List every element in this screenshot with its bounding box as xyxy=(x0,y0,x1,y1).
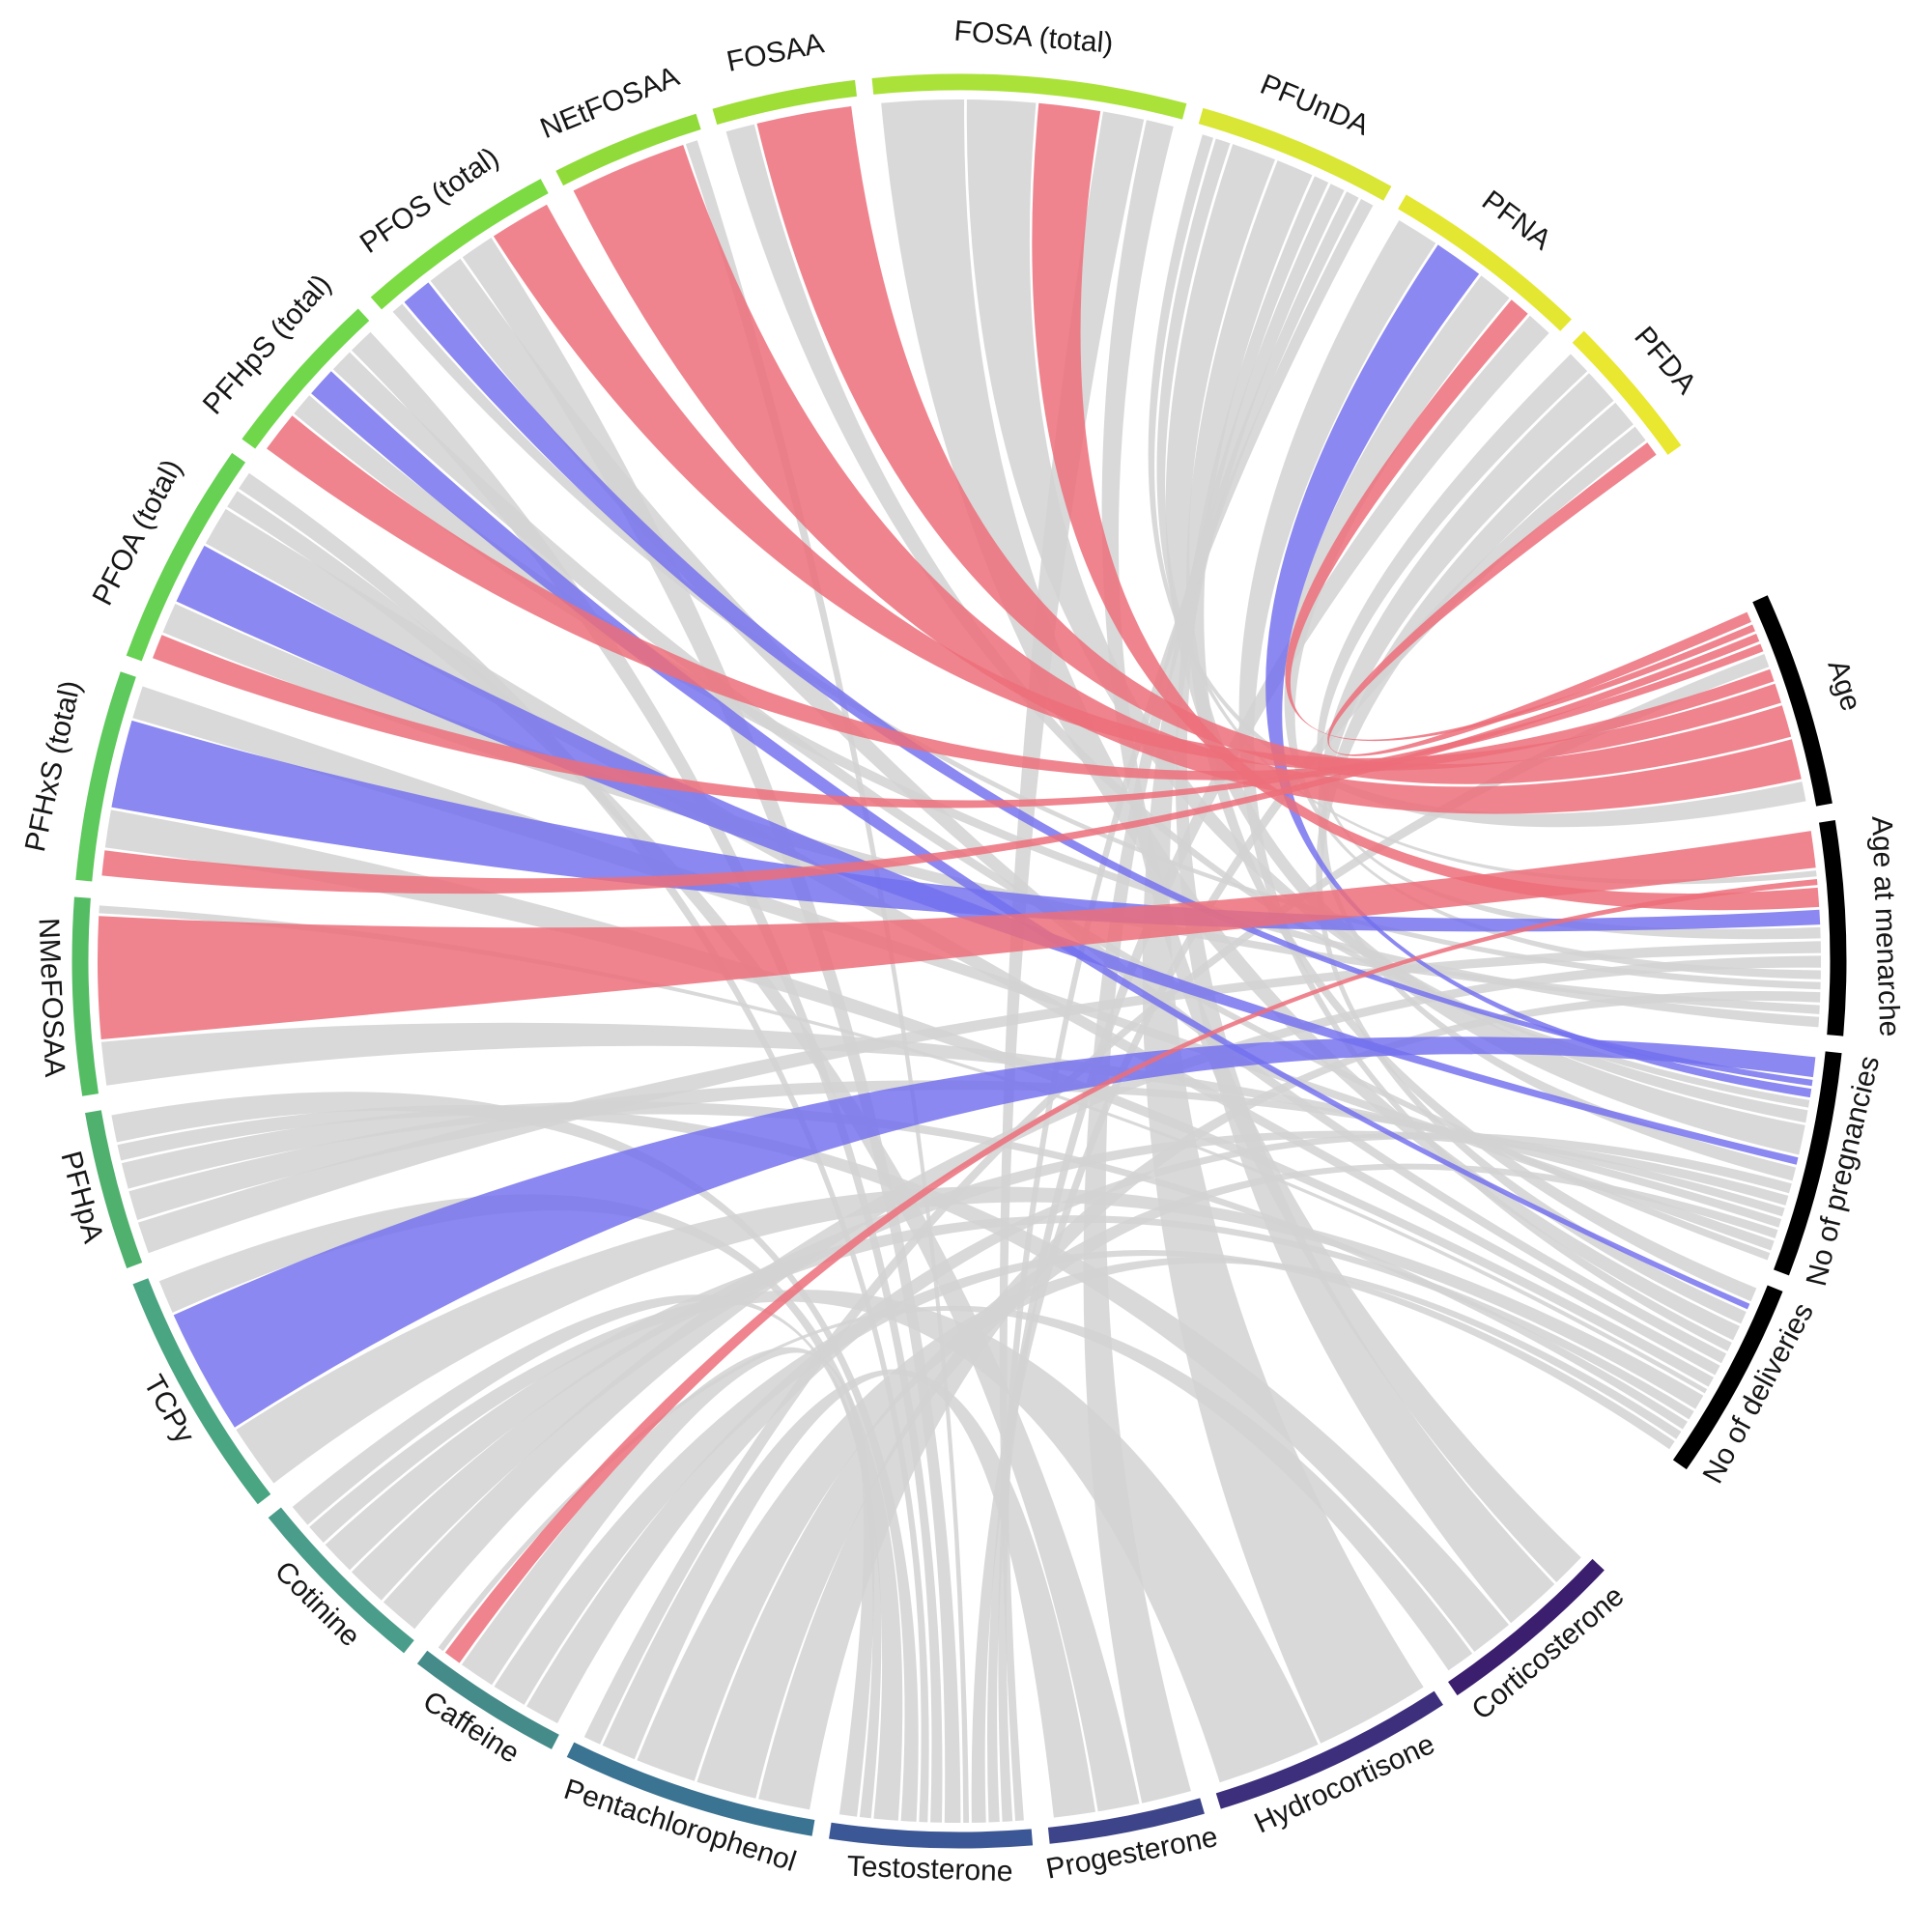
segment-label-pfna: PFNA xyxy=(1476,185,1557,256)
segment-label-fosa-total: FOSA (total) xyxy=(952,15,1114,60)
ribbon-cotinine-hydrocortisone xyxy=(309,1290,1319,1783)
segment-arc-pfoa-total xyxy=(126,452,246,662)
ribbon-fosa-total-no-of-deliveries xyxy=(881,99,1740,1341)
ribbon-pfna-no-of-deliveries xyxy=(1238,220,1732,1351)
segment-arc-caffeine xyxy=(416,1650,559,1749)
segment-arc-nmefosaa xyxy=(71,896,99,1096)
segment-arc-testosterone xyxy=(829,1822,1034,1849)
segment-arc-progesterone xyxy=(1047,1798,1205,1844)
ribbon-tcpy-testosterone xyxy=(158,1194,903,1821)
ribbon-caffeine-testosterone xyxy=(461,1347,875,1817)
segment-arc-pfunda xyxy=(1198,107,1392,201)
segment-arc-no-of-pregnancies xyxy=(1774,1051,1842,1276)
segment-arc-pfna xyxy=(1398,194,1572,331)
segment-arc-age xyxy=(1752,595,1833,807)
segment-arc-cotinine xyxy=(268,1507,414,1654)
ribbon-pfda-age-at-menarche xyxy=(1317,354,1821,940)
segment-label-testosterone: Testosterone xyxy=(846,1851,1013,1888)
ribbons-layer xyxy=(97,99,1822,1824)
segment-arc-tcpy xyxy=(132,1278,271,1505)
ribbon-fosa-total-corticosterone xyxy=(1101,120,1581,1582)
ribbon-pfhpa-corticosterone xyxy=(117,1104,1509,1652)
segment-arc-pentachlorophenol xyxy=(566,1742,815,1836)
arcs-layer xyxy=(71,73,1847,1849)
ribbon-pentachlorophenol-no-of-deliveries xyxy=(637,1257,1682,1781)
ribbon-pfhps-total-testosterone xyxy=(352,331,943,1823)
ribbon-pfhxs-total-age xyxy=(101,634,1760,895)
ribbon-tcpy-no-of-pregnancies xyxy=(173,1036,1816,1428)
ribbon-cotinine-no-of-pregnancies xyxy=(351,1130,1789,1601)
segment-arc-corticosterone xyxy=(1448,1558,1605,1696)
ribbon-netfosaa-age xyxy=(573,145,1802,814)
ribbon-pfhpa-no-of-deliveries xyxy=(121,1101,1688,1430)
segment-arc-pfhps-total xyxy=(242,308,370,449)
ribbon-nmefosaa-age-at-menarche xyxy=(97,831,1816,1039)
segment-label-pfhxs-total: PFHxS (total) xyxy=(19,678,87,855)
segment-arc-pfos-total xyxy=(370,179,549,310)
segment-label-pfos-total: PFOS (total) xyxy=(355,141,505,259)
segment-arc-fosaa xyxy=(712,79,858,126)
segment-arc-netfosaa xyxy=(555,113,701,186)
segment-arc-no-of-deliveries xyxy=(1672,1285,1783,1470)
ribbon-pfunda-no-of-pregnancies xyxy=(1165,144,1805,1155)
ribbon-fosaa-age xyxy=(756,106,1792,784)
ribbon-pfhxs-total-age-at-menarche xyxy=(111,720,1821,932)
segment-label-age: Age xyxy=(1821,656,1866,715)
segment-arc-pfhpa xyxy=(85,1110,143,1268)
ribbon-nmefosaa-no-of-pregnancies xyxy=(100,1022,1782,1228)
segment-arc-hydrocortisone xyxy=(1215,1690,1443,1809)
ribbon-pfunda-no-of-deliveries xyxy=(1186,160,1757,1302)
segment-label-nmefosaa: NMeFOSAA xyxy=(32,918,71,1078)
segment-label-fosaa: FOSAA xyxy=(724,27,826,78)
segment-label-pfunda: PFUnDA xyxy=(1256,69,1374,142)
segment-arc-pfhxs-total xyxy=(75,671,136,882)
segment-label-pfoa-total: PFOA (total) xyxy=(87,454,188,611)
ribbon-pfda-no-of-pregnancies xyxy=(1318,373,1797,1181)
segment-arc-pfda xyxy=(1572,330,1682,455)
ribbon-caffeine-corticosterone xyxy=(438,1305,1473,1671)
ribbon-tcpy-no-of-deliveries xyxy=(236,1186,1704,1484)
segment-label-age-at-menarche: Age at menarche xyxy=(1865,815,1905,1037)
ribbon-pentachlorophenol-progesterone xyxy=(602,1369,1095,1818)
segment-label-pfda: PFDA xyxy=(1628,321,1702,400)
segment-arc-fosa-total xyxy=(871,73,1187,120)
ribbon-pfoa-total-no-of-deliveries xyxy=(205,508,1720,1376)
segment-arc-age-at-menarche xyxy=(1819,819,1847,1036)
